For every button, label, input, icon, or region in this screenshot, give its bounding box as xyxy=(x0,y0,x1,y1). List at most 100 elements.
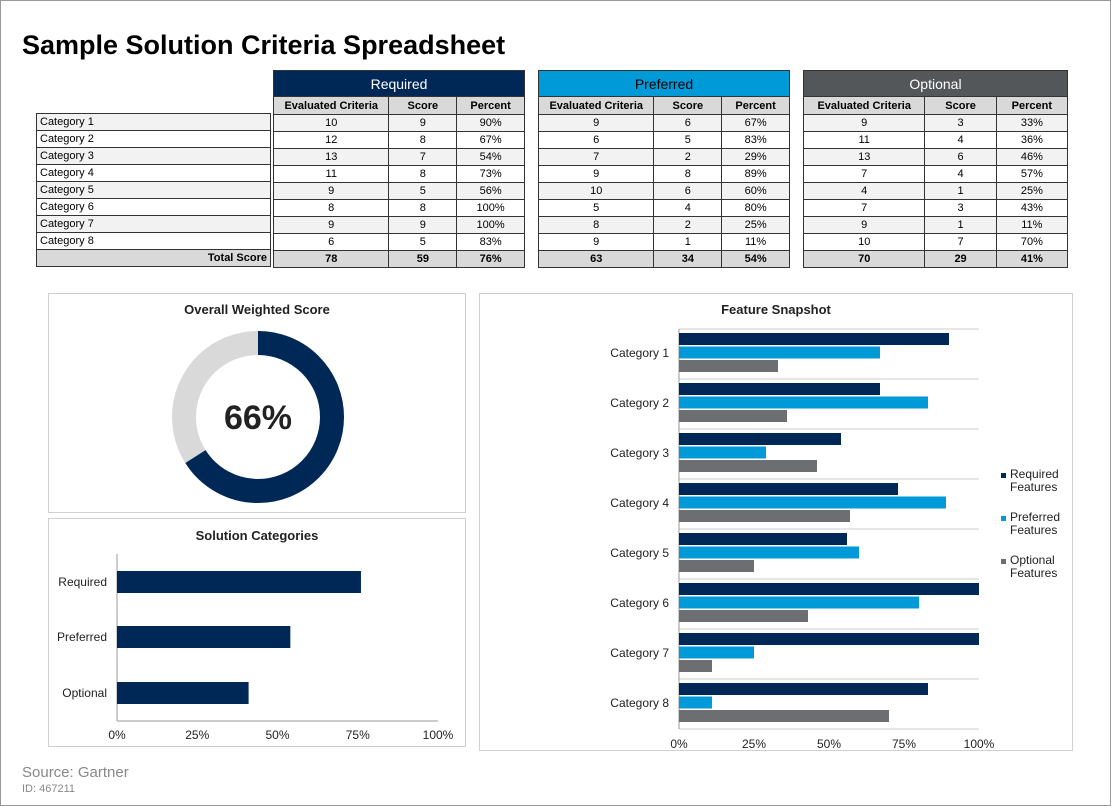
cell: 8 xyxy=(537,216,655,234)
table-row: 12 8 67% xyxy=(272,131,525,149)
table-row: 11 8 73% xyxy=(272,165,525,183)
table-row: 13 7 54% xyxy=(272,148,525,166)
column-header: Evaluated Criteria xyxy=(537,96,655,115)
cell: 9 xyxy=(802,216,926,234)
table-row: 9 6 67% xyxy=(537,114,790,132)
cell: 1 xyxy=(924,182,997,200)
cell: 8 xyxy=(388,131,458,149)
page-title: Sample Solution Criteria Spreadsheet xyxy=(22,30,506,60)
column-header: Score xyxy=(924,96,997,115)
cell: 25% xyxy=(995,182,1069,200)
category-label: Optional xyxy=(62,686,107,700)
group-header: Optional xyxy=(803,70,1068,97)
cell: 4 xyxy=(924,165,997,183)
cell: 9 xyxy=(537,233,655,251)
feature-snapshot-panel: Feature Snapshot Category 1 Category 2 Cat… xyxy=(479,293,1073,751)
cell: 9 xyxy=(272,216,390,234)
group-header: Required xyxy=(273,70,525,97)
cell: 10 xyxy=(802,233,926,251)
category-label: Category 3 xyxy=(610,446,669,460)
source-label: Source: Gartner xyxy=(22,764,129,781)
cell: 9 xyxy=(272,182,390,200)
cell: 5 xyxy=(388,233,458,251)
x-tick-label: 0% xyxy=(670,737,688,751)
table-row: 9 5 56% xyxy=(272,182,525,200)
table-required: Required Evaluated Criteria Score Percent 10… xyxy=(272,70,525,268)
cell: 9 xyxy=(537,114,655,132)
cell: 2 xyxy=(653,148,723,166)
overall-score-panel: Overall Weighted Score 66% xyxy=(48,293,466,513)
table-row: 8 8 100% xyxy=(272,199,525,217)
table-row: 7 3 43% xyxy=(802,199,1069,217)
bar-required-features xyxy=(679,583,979,595)
cell: 10 xyxy=(272,114,390,132)
cell: 83% xyxy=(721,131,790,149)
total-cell: 63 xyxy=(537,250,655,268)
cell: 7 xyxy=(537,148,655,166)
legend-swatch xyxy=(1001,473,1006,478)
category-label: Category 5 xyxy=(36,181,271,199)
cell: 9 xyxy=(802,114,926,132)
x-tick-label: 50% xyxy=(265,728,289,742)
table-row: 9 1 11% xyxy=(537,233,790,251)
cell: 29% xyxy=(721,148,790,166)
cell: 90% xyxy=(456,114,525,132)
column-header: Percent xyxy=(995,96,1069,115)
total-cell: 59 xyxy=(388,250,458,268)
total-cell: 70 xyxy=(802,250,926,268)
cell: 6 xyxy=(924,148,997,166)
bar-required-features xyxy=(679,383,880,395)
cell: 6 xyxy=(272,233,390,251)
total-cell: 34 xyxy=(653,250,723,268)
category-label: Category 2 xyxy=(36,130,271,148)
bar-optional-features xyxy=(679,660,712,672)
cell: 5 xyxy=(388,182,458,200)
total-label: Total Score xyxy=(36,249,271,267)
cell: 7 xyxy=(388,148,458,166)
category-labels: Category 1 Category 2 Category 3 Category 4… xyxy=(36,113,271,267)
bar-optional-features xyxy=(679,560,754,572)
donut-score-arc xyxy=(172,331,344,503)
table-row: 11 4 36% xyxy=(802,131,1069,149)
bar-preferred-features xyxy=(679,446,766,459)
table-preferred: Preferred Evaluated Criteria Score Percent 9… xyxy=(537,70,790,268)
solution-categories-chart: Required Preferred Optional 0% 25% 50% 75% 100% xyxy=(57,554,454,742)
cell: 4 xyxy=(802,182,926,200)
category-label: Category 1 xyxy=(36,113,271,131)
category-label: Category 6 xyxy=(610,596,669,610)
cell: 33% xyxy=(995,114,1069,132)
bar-preferred-features xyxy=(679,596,919,609)
bar-optional-features xyxy=(679,410,787,422)
group-header: Preferred xyxy=(538,70,790,97)
cell: 70% xyxy=(995,233,1069,251)
cell: 60% xyxy=(721,182,790,200)
legend-label: Optional xyxy=(1010,553,1055,567)
category-label: Category 5 xyxy=(610,546,669,560)
column-header: Percent xyxy=(721,96,790,115)
category-label: Category 7 xyxy=(36,215,271,233)
cell: 89% xyxy=(721,165,790,183)
cell: 7 xyxy=(924,233,997,251)
cell: 8 xyxy=(653,165,723,183)
table-row: 9 3 33% xyxy=(802,114,1069,132)
legend-swatch xyxy=(1001,559,1006,564)
table-row: 6 5 83% xyxy=(272,233,525,251)
cell: 6 xyxy=(537,131,655,149)
cell: 3 xyxy=(924,199,997,217)
category-label: Category 6 xyxy=(36,198,271,216)
bar-optional-features xyxy=(679,360,778,372)
column-header: Evaluated Criteria xyxy=(272,96,390,115)
cell: 9 xyxy=(388,216,458,234)
category-label: Category 4 xyxy=(36,164,271,182)
cell: 83% xyxy=(456,233,525,251)
legend-swatch xyxy=(1001,516,1006,521)
x-tick-label: 25% xyxy=(742,737,766,751)
category-label: Required xyxy=(58,575,107,589)
x-tick-label: 75% xyxy=(892,737,916,751)
cell: 25% xyxy=(721,216,790,234)
category-label: Category 7 xyxy=(610,646,669,660)
cell: 5 xyxy=(653,131,723,149)
bar-preferred-features xyxy=(679,696,712,709)
total-cell: 54% xyxy=(721,250,790,268)
cell: 1 xyxy=(924,216,997,234)
